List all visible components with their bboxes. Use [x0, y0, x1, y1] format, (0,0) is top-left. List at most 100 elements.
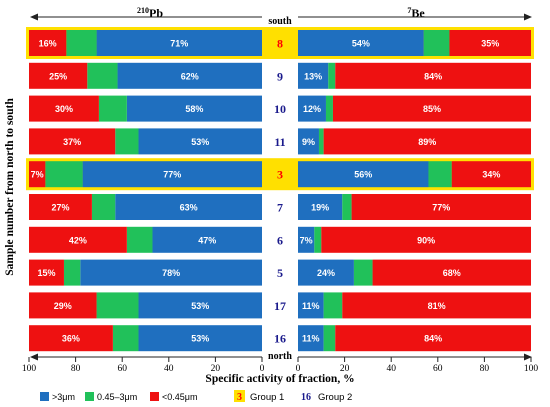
be-label-gt3-5: 24%: [317, 268, 335, 278]
pb-label-lt045-16: 36%: [62, 334, 80, 344]
be-bar-lt045-7: [351, 194, 531, 220]
south-label: south: [268, 16, 292, 27]
be-tick-label-0: 0: [296, 364, 301, 374]
pb-bar-mid-10: [98, 95, 127, 122]
pb-tick-label-80: 80: [71, 364, 81, 374]
be-label-gt3-17: 11%: [302, 301, 320, 311]
sample-id-17: 17: [274, 299, 286, 313]
be-tick-label-60: 60: [433, 364, 443, 374]
pb-bar-lt045-7: [29, 194, 92, 220]
be-bar-gt3-9: [298, 62, 329, 89]
be-label-lt045-7: 77%: [432, 203, 450, 213]
pb-label-gt3-5: 78%: [162, 268, 180, 278]
pb-bar-gt3-11: [138, 128, 262, 155]
pb-bar-gt3-7: [115, 194, 263, 220]
bars-layer: [29, 30, 531, 352]
pb-title-element: Pb: [149, 6, 163, 20]
pb-label-gt3-16: 53%: [191, 334, 209, 344]
pb-label-gt3-11: 53%: [191, 137, 209, 147]
pb-bar-gt3-6: [152, 226, 262, 253]
pb-bar-lt045-10: [29, 95, 99, 122]
pb-tick-label-100: 100: [22, 364, 37, 374]
top-right-arrowhead: [524, 13, 532, 21]
be-bar-gt3-11: [298, 128, 319, 155]
pb-bar-mid-7: [91, 194, 116, 220]
x-axis-ticks: 100 80 60 40 20 0 0 20 40 60 80 100: [22, 357, 539, 374]
be-bar-mid-11: [318, 128, 324, 155]
be-bar-gt3-10: [298, 95, 326, 122]
pb-bar-mid-3: [45, 161, 83, 188]
legend-group2-marker: 16: [301, 392, 311, 403]
sample-id-6: 6: [277, 233, 283, 247]
pb-bar-lt045-3: [29, 161, 46, 188]
legend-group1-marker: 3: [237, 392, 242, 403]
be-bar-lt045-10: [332, 95, 531, 122]
be-bar-gt3-5: [298, 259, 354, 286]
pb-tick-label-0: 0: [260, 364, 265, 374]
be-label-lt045-6: 90%: [417, 235, 435, 245]
pb-panel-title: 210Pb: [137, 6, 163, 21]
be-bar-gt3-7: [298, 194, 343, 220]
be-bar-mid-8: [423, 30, 450, 56]
pb-label-lt045-3: 7%: [31, 170, 44, 180]
pb-bar-mid-5: [63, 259, 81, 286]
pb-label-gt3-7: 63%: [180, 203, 198, 213]
pb-label-lt045-5: 15%: [37, 268, 55, 278]
pb-title-super: 210: [137, 6, 149, 15]
be-bar-lt045-16: [335, 325, 531, 352]
sample-id-8: 8: [277, 37, 283, 51]
be-tick-label-20: 20: [340, 364, 350, 374]
sample-id-10: 10: [274, 102, 286, 116]
legend-group1-label: Group 1: [250, 392, 284, 403]
be-bar-lt045-9: [335, 62, 531, 89]
pb-bar-gt3-16: [138, 325, 262, 352]
be-bar-gt3-6: [298, 226, 315, 253]
legend-swatch-mid: [85, 392, 94, 401]
pb-tick-label-60: 60: [117, 364, 127, 374]
pb-bar-gt3-3: [82, 161, 262, 188]
be-label-lt045-5: 68%: [443, 268, 461, 278]
be-bar-lt045-5: [372, 259, 531, 286]
legend-label-mid: 0.45–3μm: [97, 392, 137, 402]
be-label-gt3-10: 12%: [303, 104, 321, 114]
pb-bar-mid-11: [115, 128, 139, 155]
legend-group2-label: Group 2: [318, 392, 352, 403]
be-label-gt3-3: 56%: [354, 170, 372, 180]
be-label-lt045-16: 84%: [424, 334, 442, 344]
bottom-left-arrowhead: [30, 353, 38, 361]
sample-id-3: 3: [277, 168, 283, 182]
pb-bar-lt045-8: [29, 30, 67, 56]
be-bar-mid-3: [428, 161, 452, 188]
pb-label-lt045-9: 25%: [49, 71, 67, 81]
be-label-gt3-16: 11%: [302, 334, 320, 344]
be-tick-label-40: 40: [386, 364, 396, 374]
legend-group1-box: [234, 390, 245, 402]
be-bar-mid-7: [342, 194, 352, 220]
pb-bar-mid-17: [96, 292, 139, 319]
be-panel-title: 7Be: [407, 6, 425, 21]
north-label: north: [268, 351, 292, 362]
pb-tick-label-40: 40: [164, 364, 174, 374]
be-label-gt3-6: 7%: [300, 235, 313, 245]
be-label-lt045-17: 81%: [428, 301, 446, 311]
pb-label-lt045-11: 37%: [63, 137, 81, 147]
pb-label-lt045-17: 29%: [54, 301, 72, 311]
be-tick-label-100: 100: [524, 364, 539, 374]
labels-layer: 16% 71% 54% 35% 8 25% 62% 13% 84% 9 30% 58% 12% 85% 10…: [31, 37, 501, 346]
top-left-arrowhead: [30, 13, 38, 21]
pb-label-gt3-10: 58%: [185, 104, 203, 114]
bottom-right-arrowhead: [524, 353, 532, 361]
be-bar-gt3-3: [298, 161, 429, 188]
pb-bar-lt045-5: [29, 259, 64, 286]
pb-label-gt3-17: 53%: [191, 301, 209, 311]
be-label-lt045-9: 84%: [424, 71, 442, 81]
be-bar-mid-10: [325, 95, 333, 122]
legend-swatch-gt3: [40, 392, 49, 401]
pb-bar-gt3-8: [96, 30, 262, 56]
be-bar-lt045-17: [342, 292, 531, 319]
be-bar-mid-9: [328, 62, 336, 89]
legend-label-lt045: <0.45μm: [162, 392, 197, 402]
be-bar-lt045-11: [323, 128, 531, 155]
y-axis-title: Sample number from north to south: [4, 98, 16, 276]
